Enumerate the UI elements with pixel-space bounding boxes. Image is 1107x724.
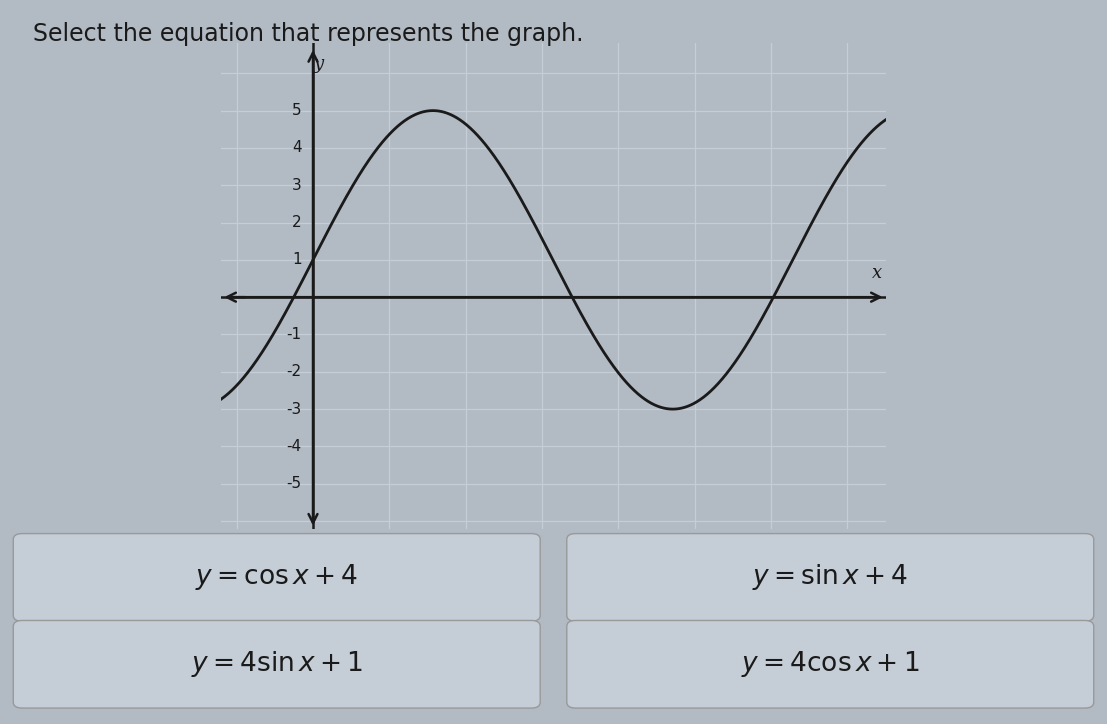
Text: 5: 5 [292, 103, 301, 118]
Text: Select the equation that represents the graph.: Select the equation that represents the … [33, 22, 583, 46]
Text: 3: 3 [292, 177, 301, 193]
Text: x: x [871, 264, 882, 282]
Text: -1: -1 [287, 327, 301, 342]
Text: $y = 4\cos x + 1$: $y = 4\cos x + 1$ [741, 649, 920, 679]
Text: 2: 2 [292, 215, 301, 230]
Text: $y = \sin x + 4$: $y = \sin x + 4$ [753, 563, 908, 592]
Text: -2: -2 [287, 364, 301, 379]
Text: -3: -3 [287, 402, 301, 416]
Text: $y = 4\sin x + 1$: $y = 4\sin x + 1$ [190, 649, 363, 679]
Text: y: y [314, 54, 324, 72]
Text: $y = \cos x + 4$: $y = \cos x + 4$ [196, 563, 358, 592]
Text: -4: -4 [287, 439, 301, 454]
Text: 1: 1 [292, 253, 301, 267]
Text: 4: 4 [292, 140, 301, 156]
Text: -5: -5 [287, 476, 301, 492]
